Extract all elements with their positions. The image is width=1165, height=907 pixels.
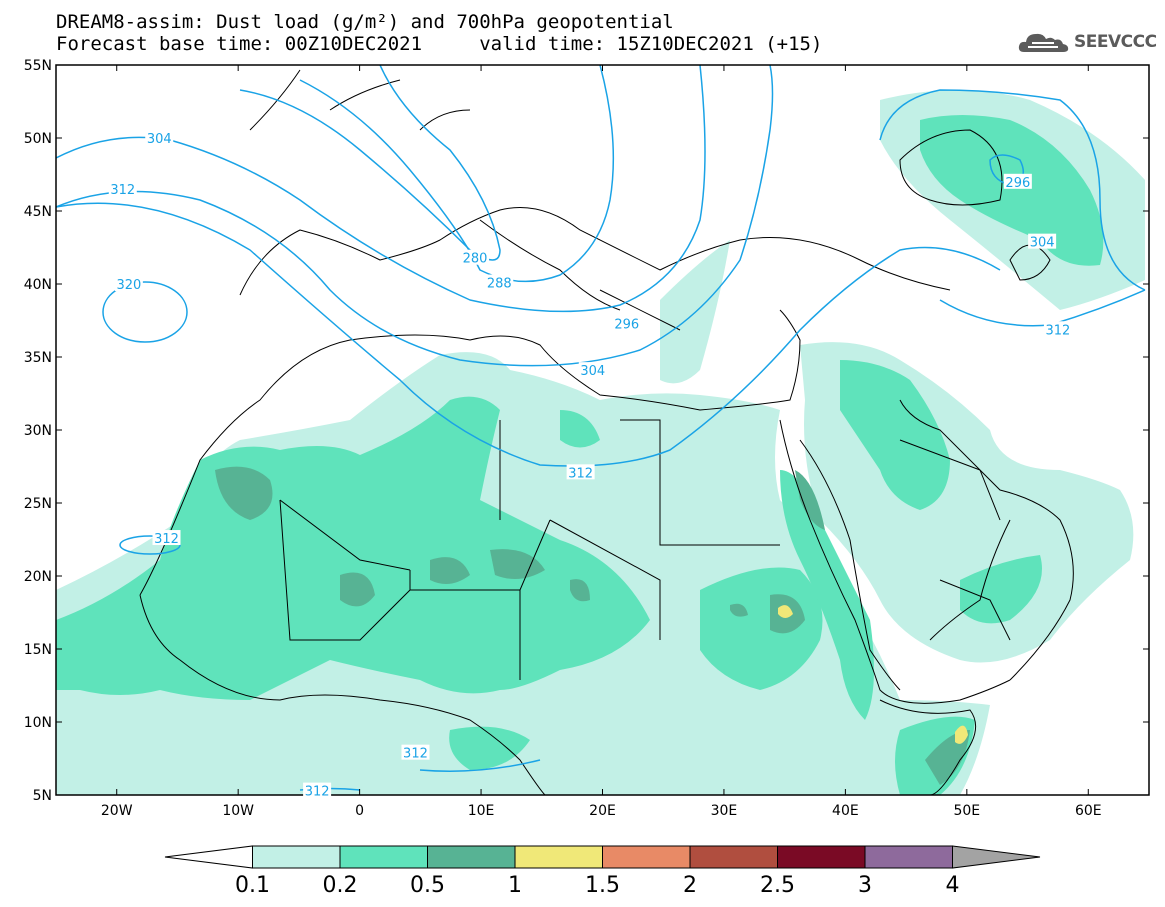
lon-tick-label: 50E — [953, 803, 980, 819]
contour-label: 304 — [1030, 236, 1055, 251]
colorbar-label: 1.5 — [585, 873, 620, 898]
lon-tick-label: 0 — [355, 803, 364, 819]
contour-label: 296 — [1005, 176, 1030, 191]
colorbar-swatch — [253, 846, 341, 868]
colorbar: 0.1 0.2 0.5 1 1.5 2 2.5 3 4 — [165, 846, 1040, 898]
colorbar-swatch — [428, 846, 516, 868]
colorbar-swatch — [603, 846, 691, 868]
colorbar-label: 0.5 — [410, 873, 445, 898]
contour-label: 312 — [1046, 323, 1071, 338]
contour-label: 304 — [580, 364, 605, 379]
lon-tick-label: 60E — [1075, 803, 1102, 819]
dust-fields — [56, 90, 1145, 795]
contour-label: 312 — [568, 466, 593, 481]
lon-tick-label: 10E — [468, 803, 495, 819]
colorbar-swatch — [690, 846, 778, 868]
colorbar-swatch — [865, 846, 953, 868]
contour-label: 320 — [116, 278, 141, 293]
colorbar-label: 2.5 — [760, 873, 795, 898]
lat-tick-label: 40N — [24, 277, 52, 293]
colorbar-label: 3 — [858, 873, 872, 898]
lat-tick-label: 35N — [24, 350, 52, 366]
contour-label: 312 — [110, 183, 135, 198]
contour-label: 312 — [305, 785, 330, 800]
lat-tick-label: 15N — [24, 642, 52, 658]
colorbar-label: 0.1 — [235, 873, 270, 898]
lon-tick-label: 20E — [589, 803, 616, 819]
colorbar-swatch — [778, 846, 866, 868]
contour-label: 296 — [614, 317, 639, 332]
lat-tick-label: 30N — [24, 423, 52, 439]
lat-tick-label: 55N — [24, 58, 52, 74]
lat-tick-label: 20N — [24, 569, 52, 585]
colorbar-label: 2 — [683, 873, 697, 898]
contour-label: 288 — [487, 277, 512, 292]
lat-tick-label: 45N — [24, 204, 52, 220]
colorbar-swatch — [340, 846, 428, 868]
lon-tick-label: 20W — [101, 803, 133, 819]
lat-tick-label: 5N — [33, 788, 52, 804]
contour-label: 312 — [403, 747, 428, 762]
colorbar-label: 1 — [508, 873, 522, 898]
lon-tick-label: 30E — [711, 803, 738, 819]
colorbar-swatch — [515, 846, 603, 868]
contour-label: 304 — [147, 132, 172, 147]
contour-label: 312 — [154, 532, 179, 547]
colorbar-high-arrow — [953, 846, 1041, 868]
lon-tick-label: 40E — [832, 803, 859, 819]
contour-label: 280 — [463, 252, 488, 267]
colorbar-low-arrow — [165, 846, 253, 868]
lat-tick-label: 10N — [24, 715, 52, 731]
lat-tick-label: 25N — [24, 496, 52, 512]
colorbar-label: 0.2 — [323, 873, 358, 898]
lon-tick-label: 10W — [222, 803, 254, 819]
colorbar-label: 4 — [946, 873, 960, 898]
lat-tick-label: 50N — [24, 131, 52, 147]
